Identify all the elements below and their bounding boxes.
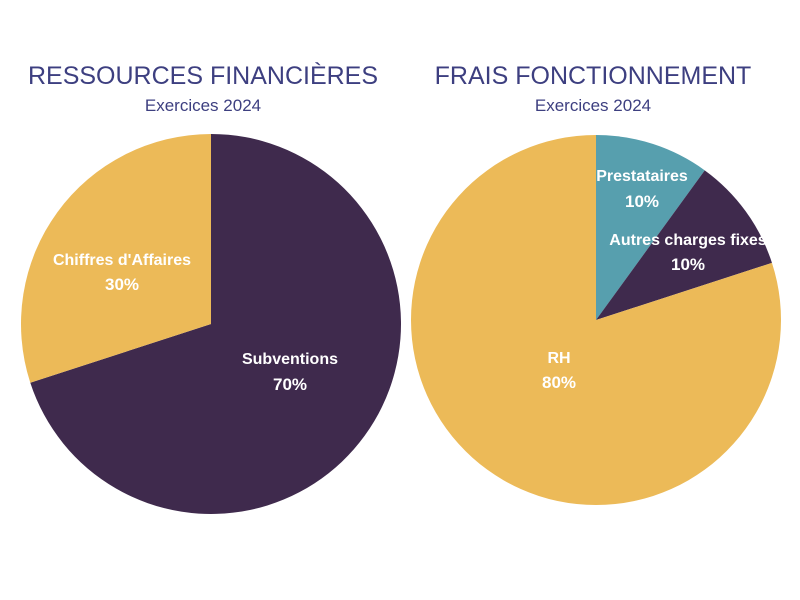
- slice-value-autres-charges-fixes: 10%: [671, 255, 705, 274]
- pie-slice-prestataires: [596, 135, 705, 320]
- slice-value-rh: 80%: [542, 373, 576, 392]
- slice-label-prestataires: Prestataires: [596, 168, 688, 185]
- chart-2-subtitle: Exercices 2024: [535, 96, 651, 115]
- slice-label-chiffres-d-affaires: Chiffres d'Affaires: [53, 252, 191, 269]
- slice-label-subventions: Subventions: [242, 351, 338, 368]
- pie-slice-subventions: [30, 134, 402, 514]
- slice-value-chiffres-d-affaires: 30%: [105, 275, 139, 294]
- slice-label-rh: RH: [547, 350, 570, 367]
- slice-value-subventions: 70%: [273, 375, 307, 394]
- pie-slice-rh: [410, 135, 781, 505]
- pie-slice-chiffres-d-affaires: [20, 134, 211, 383]
- chart-1-subtitle: Exercices 2024: [145, 96, 261, 115]
- slice-label-autres-charges-fixes: Autres charges fixes: [609, 232, 767, 249]
- chart-1-title: RESSOURCES FINANCIÈRES: [28, 61, 378, 90]
- pie-chart-ressources: Subventions 70% Chiffres d'Affaires 30%: [20, 134, 402, 514]
- pie-chart-frais: Prestataires 10% Autres charges fixes 10% RH…: [410, 135, 781, 505]
- slice-value-prestataires: 10%: [625, 192, 659, 211]
- chart-2-title: FRAIS FONCTIONNEMENT: [435, 62, 752, 90]
- pie-slice-autres-charges-fixes: [596, 170, 772, 320]
